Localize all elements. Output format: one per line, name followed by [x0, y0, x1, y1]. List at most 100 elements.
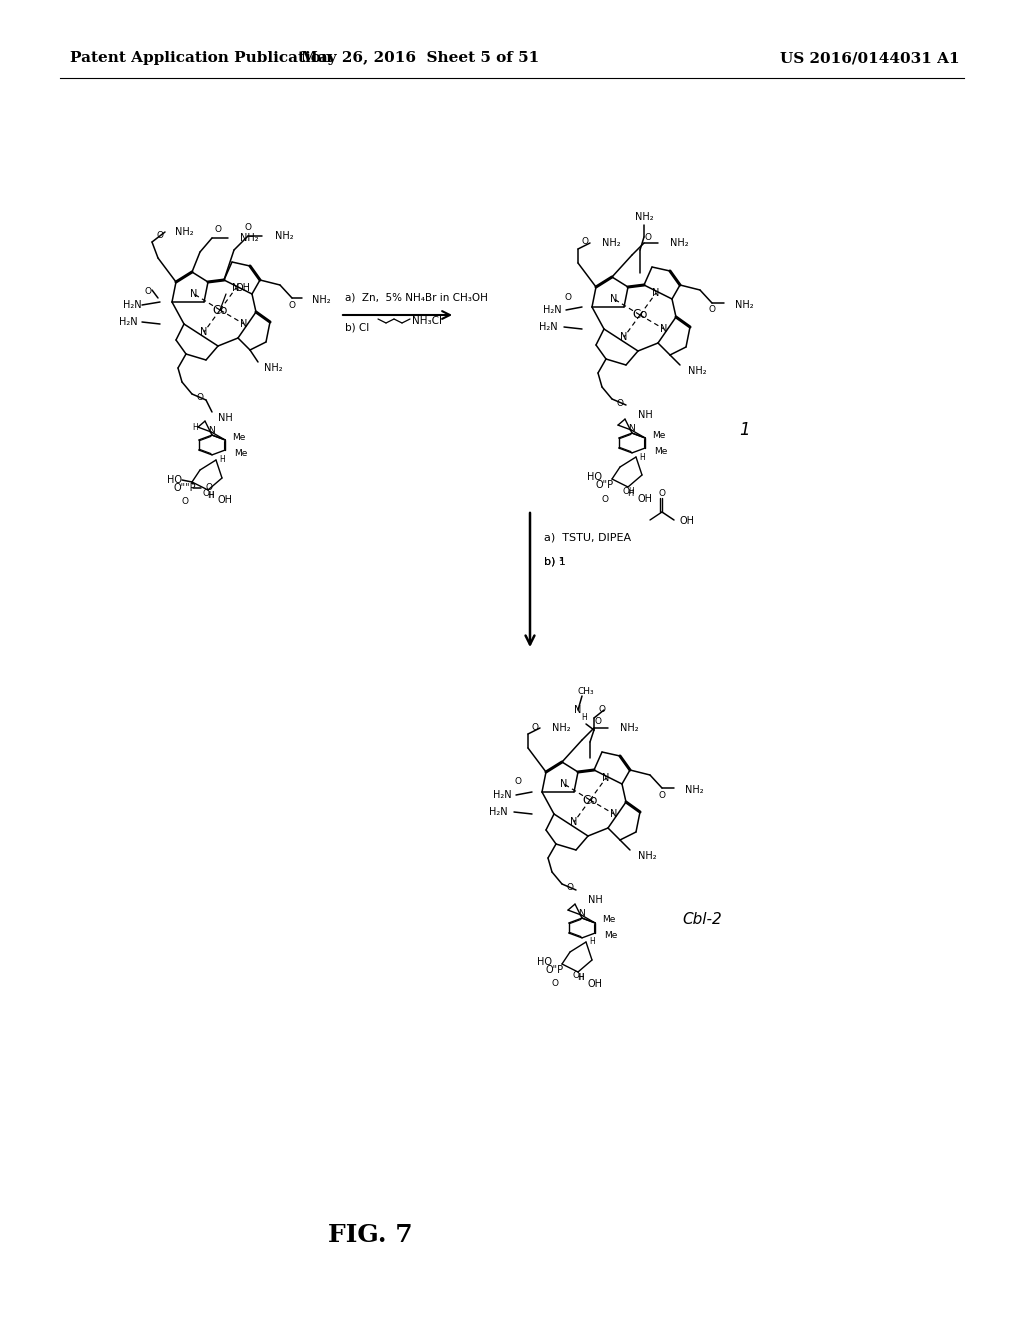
Text: O""P: O""P: [174, 483, 197, 492]
Text: NH: NH: [218, 413, 232, 422]
Text: N: N: [610, 809, 617, 818]
Text: NH₂: NH₂: [175, 227, 194, 238]
Text: H: H: [589, 937, 595, 946]
Text: O: O: [598, 705, 605, 714]
Text: NH₂: NH₂: [240, 234, 259, 243]
Text: O: O: [157, 231, 164, 239]
Text: O: O: [206, 483, 213, 492]
Text: O: O: [203, 490, 210, 499]
Text: H₂N: H₂N: [540, 322, 558, 333]
Text: Cbl-2: Cbl-2: [682, 912, 722, 928]
Text: O: O: [566, 883, 573, 892]
Text: H: H: [219, 455, 225, 465]
Text: Me: Me: [234, 449, 248, 458]
Text: NH₂: NH₂: [638, 851, 656, 861]
Text: NH₂: NH₂: [552, 723, 570, 733]
Text: b) 1: b) 1: [544, 557, 566, 568]
Text: O: O: [582, 238, 589, 247]
Text: H: H: [639, 453, 645, 462]
Text: NH₂: NH₂: [735, 300, 754, 310]
Text: Co: Co: [583, 793, 598, 807]
Text: N: N: [201, 327, 208, 337]
Text: O: O: [552, 979, 558, 989]
Text: O: O: [616, 399, 624, 408]
Text: Me: Me: [652, 430, 666, 440]
Text: Co: Co: [632, 309, 648, 322]
Text: H: H: [582, 714, 587, 722]
Text: NH₂: NH₂: [685, 785, 703, 795]
Text: N: N: [241, 319, 248, 329]
Text: H₂N: H₂N: [544, 305, 562, 315]
Text: N: N: [570, 817, 578, 828]
Text: NH: NH: [638, 411, 652, 420]
Text: N: N: [660, 323, 668, 334]
Text: H: H: [207, 491, 213, 499]
Text: NH₃Cl: NH₃Cl: [412, 315, 442, 326]
Text: O: O: [144, 288, 152, 297]
Text: N: N: [628, 424, 635, 433]
Text: H₂N: H₂N: [494, 789, 512, 800]
Text: O: O: [564, 293, 571, 301]
Text: N: N: [190, 289, 198, 300]
Text: O: O: [245, 223, 252, 232]
Text: NH₂: NH₂: [635, 213, 653, 222]
Text: NH: NH: [588, 895, 603, 906]
Text: O: O: [197, 393, 204, 403]
Text: NH₂: NH₂: [275, 231, 294, 242]
Text: H: H: [577, 974, 584, 982]
Text: N: N: [652, 288, 659, 298]
Text: H₂N: H₂N: [489, 807, 508, 817]
Text: b) ¹: b) ¹: [544, 557, 563, 568]
Text: O: O: [658, 490, 666, 499]
Text: O: O: [595, 718, 601, 726]
Text: NH₂: NH₂: [602, 238, 621, 248]
Text: O: O: [572, 972, 580, 981]
Text: OH: OH: [638, 494, 652, 504]
Text: N: N: [560, 779, 567, 789]
Text: Me: Me: [604, 932, 617, 940]
Text: Me: Me: [654, 446, 668, 455]
Text: O"P: O"P: [596, 480, 614, 490]
Text: O: O: [601, 495, 608, 503]
Text: OH: OH: [236, 282, 251, 293]
Text: H₂N: H₂N: [123, 300, 142, 310]
Text: CH₃: CH₃: [578, 688, 594, 697]
Text: HO: HO: [167, 475, 182, 484]
Text: H: H: [627, 488, 633, 498]
Text: a)  TSTU, DIPEA: a) TSTU, DIPEA: [544, 533, 631, 543]
Text: O"P: O"P: [546, 965, 564, 975]
Text: N: N: [232, 282, 240, 293]
Text: NH₂: NH₂: [670, 238, 688, 248]
Text: H: H: [628, 487, 634, 496]
Text: N: N: [574, 705, 582, 715]
Text: 1: 1: [739, 421, 751, 440]
Text: H: H: [193, 422, 198, 432]
Text: FIG. 7: FIG. 7: [328, 1224, 413, 1247]
Text: O: O: [289, 301, 296, 309]
Text: NH₂: NH₂: [264, 363, 283, 374]
Text: OH: OH: [680, 516, 695, 525]
Text: O: O: [644, 232, 651, 242]
Text: O: O: [623, 487, 630, 495]
Text: O: O: [531, 722, 539, 731]
Text: N: N: [602, 774, 609, 783]
Text: H: H: [579, 973, 584, 982]
Text: O: O: [514, 777, 521, 787]
Text: H₂N: H₂N: [120, 317, 138, 327]
Text: NH₂: NH₂: [688, 366, 707, 376]
Text: N: N: [610, 294, 617, 304]
Text: N: N: [578, 908, 585, 917]
Text: N: N: [621, 333, 628, 342]
Text: NH₂: NH₂: [312, 294, 331, 305]
Text: Me: Me: [232, 433, 246, 441]
Text: O: O: [181, 498, 188, 507]
Text: O: O: [214, 226, 221, 235]
Text: OH: OH: [588, 979, 602, 989]
Text: O: O: [658, 791, 666, 800]
Text: a)  Zn,  5% NH₄Br in CH₃OH: a) Zn, 5% NH₄Br in CH₃OH: [345, 293, 487, 304]
Text: US 2016/0144031 A1: US 2016/0144031 A1: [780, 51, 959, 65]
Text: Co: Co: [212, 304, 227, 317]
Text: b) Cl: b) Cl: [345, 323, 370, 333]
Text: Me: Me: [602, 916, 615, 924]
Text: H: H: [208, 491, 214, 499]
